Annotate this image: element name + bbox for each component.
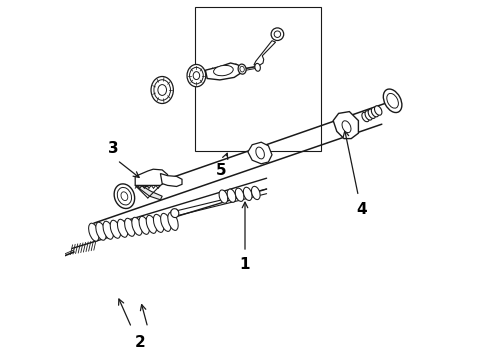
Ellipse shape [168,212,178,230]
Ellipse shape [187,64,206,87]
Polygon shape [248,142,272,164]
Text: 2: 2 [135,335,146,350]
Ellipse shape [362,112,369,122]
Ellipse shape [96,222,106,240]
Ellipse shape [274,31,281,37]
Ellipse shape [153,214,164,232]
Text: 5: 5 [216,163,227,178]
Ellipse shape [238,64,246,74]
Ellipse shape [118,219,128,237]
Polygon shape [254,41,275,67]
Ellipse shape [219,190,228,203]
Ellipse shape [244,187,252,201]
Polygon shape [205,63,242,80]
Ellipse shape [387,93,398,108]
Ellipse shape [271,28,284,41]
Ellipse shape [235,188,244,201]
Polygon shape [135,169,168,185]
Ellipse shape [371,107,379,117]
Text: 3: 3 [108,140,119,156]
Ellipse shape [121,192,128,201]
Ellipse shape [240,66,245,72]
Polygon shape [160,174,182,186]
Ellipse shape [132,217,142,235]
Ellipse shape [374,106,382,115]
Text: 4: 4 [357,202,368,217]
Ellipse shape [214,66,233,76]
Ellipse shape [146,215,157,233]
Ellipse shape [190,67,203,84]
Ellipse shape [161,213,171,231]
Ellipse shape [342,121,351,133]
Ellipse shape [227,189,236,202]
Ellipse shape [103,221,113,239]
Ellipse shape [255,63,260,71]
Polygon shape [135,185,162,200]
Ellipse shape [171,209,179,217]
Polygon shape [333,112,358,139]
Ellipse shape [124,218,135,236]
Ellipse shape [158,85,167,95]
Ellipse shape [251,186,260,199]
Ellipse shape [114,184,135,208]
Ellipse shape [256,147,265,159]
Bar [195,7,320,151]
Ellipse shape [193,72,199,80]
Ellipse shape [383,89,402,113]
Ellipse shape [154,80,171,100]
Ellipse shape [368,109,376,118]
Ellipse shape [365,111,372,120]
Ellipse shape [117,188,131,205]
Ellipse shape [151,77,173,104]
Text: 1: 1 [240,257,250,273]
Ellipse shape [110,220,121,238]
Ellipse shape [89,223,99,241]
Ellipse shape [139,216,149,234]
